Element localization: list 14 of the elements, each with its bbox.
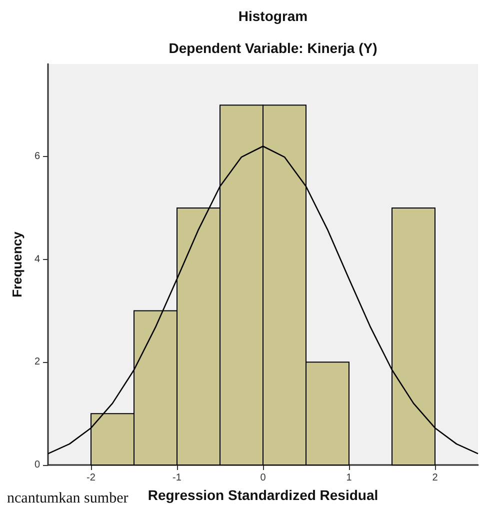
text: ncantumkan sumber: [7, 490, 128, 506]
y-tick-label: 2: [34, 356, 40, 368]
y-tick-label: 0: [34, 460, 40, 470]
x-tick-label: 0: [260, 472, 266, 484]
chart-title: Histogram: [238, 8, 308, 24]
x-tick-label: 1: [346, 472, 352, 484]
x-axis-title: Regression Standardized Residual: [148, 486, 378, 503]
x-tick-label: -2: [86, 472, 96, 484]
y-axis-title: Frequency: [10, 230, 25, 298]
x-tick-label: -1: [172, 472, 182, 484]
y-tick-label: 6: [34, 151, 40, 162]
y-tick-label: 4: [34, 254, 40, 265]
chart-subtitle: Dependent Variable: Kinerja (Y): [168, 40, 378, 56]
x-tick-label: 2: [432, 472, 438, 484]
